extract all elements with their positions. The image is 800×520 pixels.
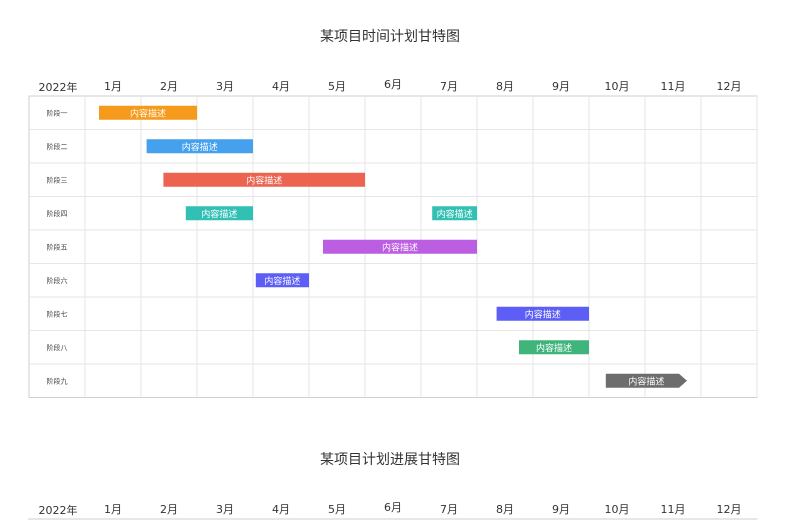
- chart-title: 某项目计划进展甘特图: [320, 452, 460, 468]
- gantt-bar: [519, 340, 589, 355]
- month-tick-label: 1月: [104, 80, 122, 93]
- month-tick-label: 3月: [216, 80, 234, 93]
- bar-label: 内容描述: [382, 241, 418, 253]
- month-tick-label: 11月: [661, 503, 686, 516]
- month-tick-label: 5月: [328, 80, 346, 93]
- month-tick-label: 12月: [717, 503, 742, 516]
- gantt-bar: [496, 306, 589, 321]
- month-tick-label: 9月: [552, 503, 570, 516]
- bar-label: 内容描述: [182, 141, 218, 153]
- bar-label: 内容描述: [130, 107, 166, 119]
- row-label: 阶段四: [47, 209, 68, 218]
- gantt-bar: [163, 172, 365, 187]
- gantt-bar: [605, 373, 687, 388]
- row-label: 阶段八: [47, 343, 68, 352]
- month-tick-label: 5月: [328, 503, 346, 516]
- month-tick-label: 6月: [384, 78, 402, 91]
- month-tick-label: 2月: [160, 503, 178, 516]
- month-tick-label: 12月: [717, 80, 742, 93]
- bar-label: 内容描述: [201, 208, 237, 220]
- month-tick-label: 8月: [496, 503, 514, 516]
- month-tick-label: 2月: [160, 80, 178, 93]
- month-tick-label: 7月: [440, 80, 458, 93]
- row-label: 阶段三: [47, 175, 68, 184]
- year-label: 2022年: [39, 80, 78, 94]
- month-tick-label: 9月: [552, 80, 570, 93]
- bar-label: 内容描述: [264, 275, 300, 287]
- month-tick-label: 10月: [605, 503, 630, 516]
- bar-label: 内容描述: [628, 375, 664, 387]
- bar-label: 内容描述: [536, 342, 572, 354]
- month-tick-label: 7月: [440, 503, 458, 516]
- month-tick-label: 11月: [661, 80, 686, 93]
- month-tick-label: 6月: [384, 501, 402, 514]
- month-tick-label: 1月: [104, 503, 122, 516]
- bar-label: 内容描述: [525, 308, 561, 320]
- row-label: 阶段九: [47, 376, 68, 385]
- gantt-bar: [99, 105, 197, 120]
- gantt-bar: [255, 273, 309, 288]
- month-tick-label: 10月: [605, 80, 630, 93]
- bar-label: 内容描述: [437, 208, 473, 220]
- grid-frame: [28, 518, 758, 520]
- year-label: 2022年: [39, 503, 78, 517]
- row-label: 阶段六: [47, 276, 68, 285]
- row-label: 阶段二: [47, 142, 68, 151]
- gantt-bar: [323, 239, 477, 254]
- gantt-bar: [432, 206, 477, 221]
- bar-label: 内容描述: [246, 174, 282, 186]
- month-tick-label: 4月: [272, 80, 290, 93]
- row-label: 阶段七: [47, 309, 68, 318]
- month-tick-label: 8月: [496, 80, 514, 93]
- month-tick-label: 3月: [216, 503, 234, 516]
- gantt-bar: [146, 139, 253, 154]
- month-tick-label: 4月: [272, 503, 290, 516]
- row-label: 阶段一: [47, 108, 68, 117]
- row-label: 阶段五: [47, 242, 68, 251]
- chart-title: 某项目时间计划甘特图: [320, 29, 460, 45]
- gantt-bar: [185, 206, 253, 221]
